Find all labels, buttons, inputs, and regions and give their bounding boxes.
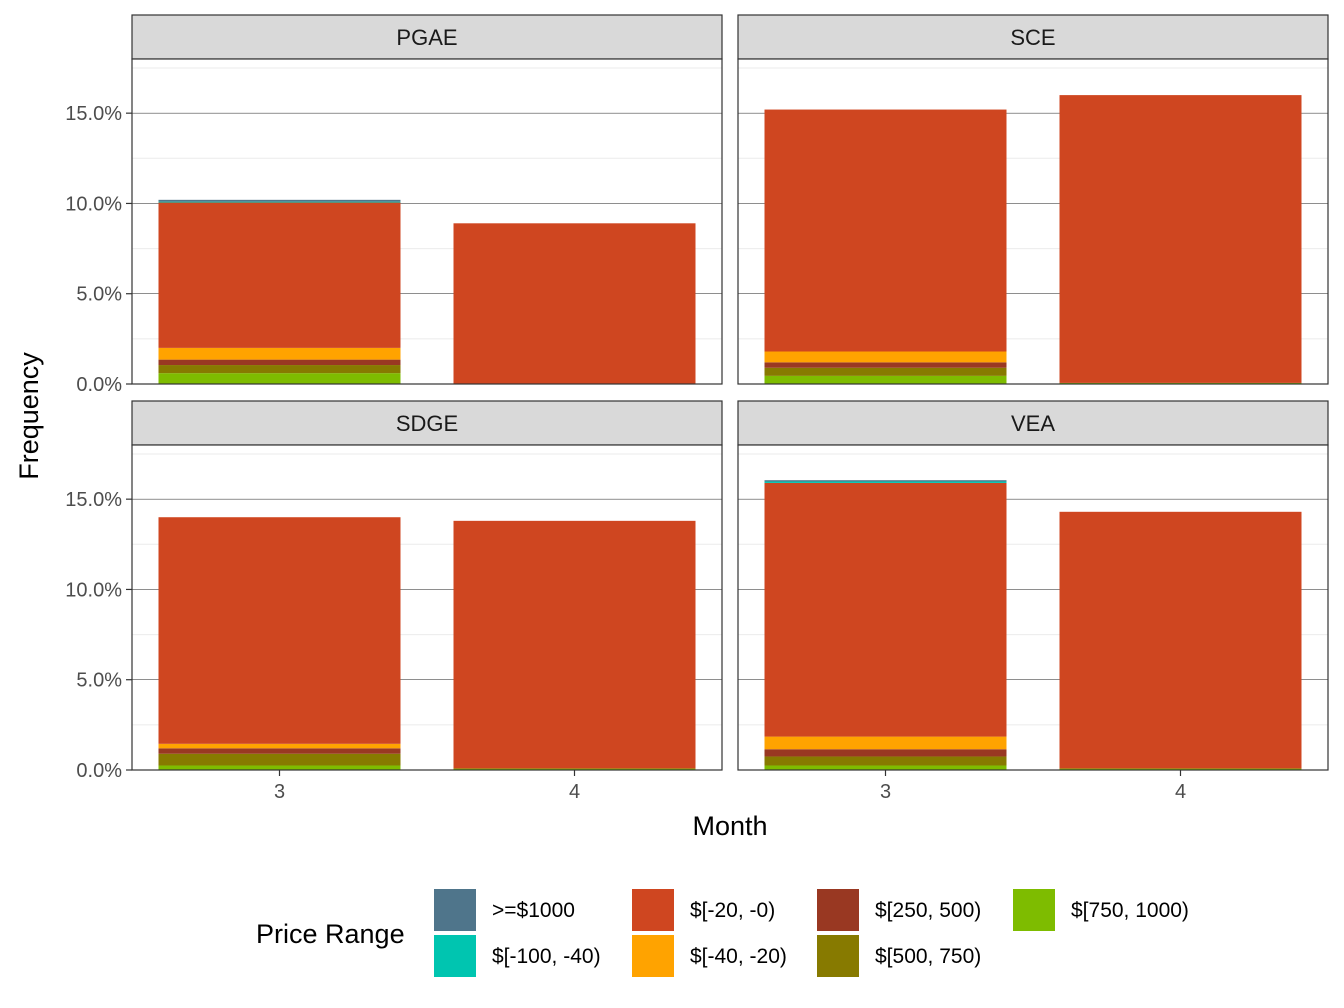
bar-segment (764, 375, 1007, 384)
bar-segment (1059, 511, 1302, 769)
bar-segment (764, 765, 1007, 770)
legend-item: $[-100, -40) (434, 935, 601, 977)
legend-label: $[750, 1000) (1071, 899, 1189, 922)
bar-segment (764, 351, 1007, 363)
bar-segment (158, 373, 401, 384)
bar-segment (158, 359, 401, 366)
y-tick-label: 15.0% (65, 103, 122, 125)
legend-key (434, 889, 476, 931)
legend-key (434, 935, 476, 977)
bar-segment (764, 109, 1007, 352)
x-tick-label: 3 (274, 781, 285, 803)
bar-segment (158, 347, 401, 360)
y-tick-label: 0.0% (76, 760, 122, 782)
y-tick-label: 15.0% (65, 489, 122, 511)
bar-segment (158, 202, 401, 348)
bar-segment (158, 365, 401, 374)
facet-strip-label: SCE (1010, 25, 1055, 50)
bar-segment (764, 367, 1007, 376)
bar-segment (1059, 95, 1302, 383)
y-tick-label: 5.0% (76, 670, 122, 692)
bar-segment (158, 765, 401, 770)
x-tick-label: 4 (1175, 781, 1186, 803)
bar-segment (764, 481, 1007, 483)
panel-border (131, 58, 723, 385)
x-tick-label: 4 (569, 781, 580, 803)
facet-panel-sdge: SDGE (131, 400, 723, 771)
legend-item: $[-40, -20) (632, 935, 787, 977)
legend-item: $[750, 1000) (1013, 889, 1189, 931)
bar-segment (1059, 768, 1302, 770)
facet-strip-label: PGAE (396, 25, 457, 50)
facet-strip-label: SDGE (396, 411, 458, 436)
legend-label: $[-20, -0) (690, 899, 775, 922)
legend-item: $[-20, -0) (632, 889, 775, 931)
legend-label: $[250, 500) (875, 899, 981, 922)
legend-key (1013, 889, 1055, 931)
x-tick-label: 3 (880, 781, 891, 803)
bar-segment (764, 482, 1007, 737)
panel-border (737, 444, 1329, 771)
legend-key (632, 889, 674, 931)
bar-segment (764, 480, 1007, 482)
bar-segment (158, 199, 401, 202)
x-axis-title: Month (692, 811, 767, 841)
facet-strip (737, 14, 1329, 60)
bar-segment (764, 736, 1007, 750)
y-axis-title: Frequency (14, 352, 44, 480)
bar-segment (453, 520, 696, 769)
legend-item: $[250, 500) (817, 889, 981, 931)
y-tick-label: 10.0% (65, 579, 122, 601)
bar-segment (764, 749, 1007, 757)
legend: Price Range >=$1000 $[-100, -40) $[-20, -0… (256, 889, 1189, 977)
facet-panels: PGAE SCE SDGE VEA (131, 14, 1329, 771)
bar-segment (158, 517, 401, 744)
legend-item: $[500, 750) (817, 935, 981, 977)
facet-strip (131, 400, 723, 446)
facet-strip-label: VEA (1011, 411, 1055, 436)
y-tick-label: 10.0% (65, 193, 122, 215)
facet-panel-pgae: PGAE (131, 14, 723, 385)
axes: 0.0% 5.0% 10.0% 15.0% 0.0% 5.0% 10.0% 15.0% 3 4 3 4 (65, 103, 1186, 803)
bar-segment (453, 768, 696, 770)
legend-title: Price Range (256, 919, 405, 949)
y-tick-label: 0.0% (76, 374, 122, 396)
facet-panel-sce: SCE (737, 14, 1329, 385)
legend-key (632, 935, 674, 977)
panel-border (131, 444, 723, 771)
legend-key (817, 889, 859, 931)
bar-segment (158, 753, 401, 766)
legend-item: >=$1000 (434, 889, 575, 931)
bar-segment (453, 223, 696, 384)
panel-border (737, 58, 1329, 385)
legend-label: $[-100, -40) (492, 945, 601, 968)
bar-segment (764, 362, 1007, 368)
bar-segment (158, 743, 401, 749)
legend-label: $[500, 750) (875, 945, 981, 968)
bar-segment (158, 748, 401, 754)
facet-strip (131, 14, 723, 60)
y-tick-label: 5.0% (76, 284, 122, 306)
legend-key (817, 935, 859, 977)
legend-label: >=$1000 (492, 899, 575, 922)
facet-panel-vea: VEA (737, 400, 1329, 771)
bar-segment (764, 756, 1007, 766)
facet-strip (737, 400, 1329, 446)
bar-segment (158, 201, 401, 203)
legend-label: $[-40, -20) (690, 945, 787, 968)
